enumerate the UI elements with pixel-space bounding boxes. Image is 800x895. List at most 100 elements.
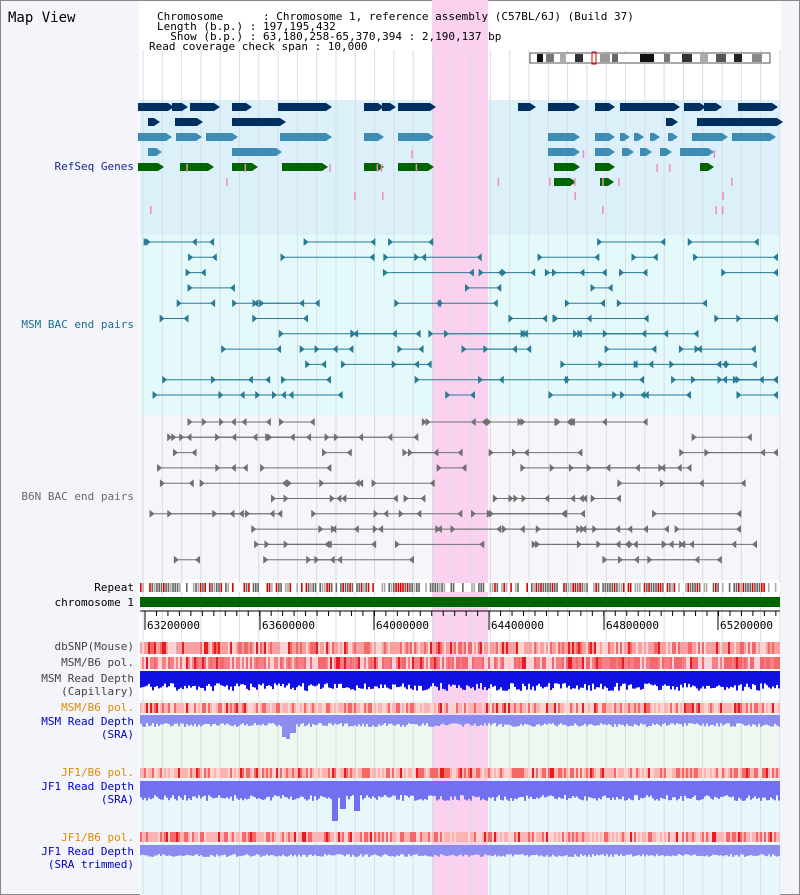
track-label-msm-bac[interactable]: MSM BAC end pairs [21,318,134,331]
heat-cell [170,832,172,842]
heat-cell [510,657,512,669]
heat-cell [562,768,564,778]
depth-bar [386,845,388,855]
depth-bar [308,715,310,724]
track-label-msm-b6-pol-2[interactable]: MSM/B6 pol. [61,701,134,714]
repeat-mark [749,583,752,592]
heat-cell [486,768,488,778]
depth-bar [280,781,282,799]
track-label-chromosome[interactable]: chromosome 1 [54,596,134,609]
track-label-jf1-depth-trim-1[interactable]: JF1 Read Depth [41,845,134,858]
depth-bar [322,781,324,797]
heat-cell [454,657,456,669]
track-label-repeat[interactable]: Repeat [94,581,134,594]
heat-cell [680,832,682,842]
heat-cell [596,703,598,713]
depth-bar [206,671,208,686]
heat-cell [636,703,638,713]
heat-cell [600,832,602,842]
repeat-mark [547,583,549,592]
repeat-mark [698,583,701,592]
depth-bar [170,781,172,798]
track-label-jf1-depth-sra-1[interactable]: JF1 Read Depth [41,780,134,793]
depth-bar [318,671,320,684]
bac-end-marker [265,418,271,426]
heat-cell [202,832,204,842]
depth-bar [584,781,586,797]
depth-bar [182,845,184,856]
bac-end-marker [403,494,409,503]
depth-bar [626,715,628,725]
heat-cell [482,768,484,778]
track-label-dbsnp[interactable]: dbSNP(Mouse) [54,640,134,653]
depth-bar [438,671,440,691]
depth-bar [458,845,460,856]
depth-bar [162,845,164,855]
track-label-msm-depth-capillary-1[interactable]: MSM Read Depth [41,672,134,685]
heat-cell [666,642,668,654]
depth-bar [288,671,290,684]
depth-bar [484,845,486,855]
track-label-b6n-bac[interactable]: B6N BAC end pairs [21,490,134,503]
track-label-refseq[interactable]: RefSeq Genes [54,160,134,173]
heat-cell [312,657,314,669]
track-label-jf1-b6-pol-2[interactable]: JF1/B6 pol. [61,831,134,844]
repeat-mark [510,583,512,592]
bac-end-marker [289,433,295,442]
heat-cell [460,768,462,778]
depth-bar [366,781,368,796]
depth-bar [620,671,622,687]
depth-bar [712,715,714,725]
heat-cell [540,832,542,842]
heat-cell [758,768,760,778]
repeat-mark [758,583,761,592]
depth-bar [540,671,542,687]
heat-cell [342,642,344,654]
heat-cell [612,657,614,669]
heat-cell [240,642,242,654]
heat-cell [462,642,464,654]
heat-cell [306,657,308,669]
track-label-msm-depth-sra-1[interactable]: MSM Read Depth [41,715,134,728]
depth-bar [352,845,354,855]
depth-bar [296,671,298,688]
depth-bar [474,781,476,797]
heat-cell [570,832,572,842]
heat-cell [150,703,152,713]
depth-bar [464,781,466,800]
repeat-mark [639,583,641,592]
heat-cell [776,657,778,669]
depth-bar [542,781,544,796]
bac-end-marker [578,494,584,503]
depth-bar [394,715,396,726]
heat-cell [776,642,778,654]
heat-cell [150,657,152,669]
heat-cell [400,768,402,778]
jf1-depth-sra-track [140,781,780,821]
depth-bar [330,845,332,856]
heat-cell [266,657,268,669]
repeat-mark [202,583,204,592]
depth-bar [392,715,394,725]
heat-cell [596,832,598,842]
depth-bar [208,781,210,796]
heat-cell [172,832,174,842]
depth-bar [436,781,438,801]
heat-cell [766,657,768,669]
track-label-msm-b6-pol[interactable]: MSM/B6 pol. [61,656,134,669]
bac-end-marker [199,479,205,488]
bac-end-marker [577,448,583,457]
depth-bar [202,671,204,689]
heat-cell [414,642,416,654]
heat-cell [482,657,484,669]
heat-cell [246,657,248,669]
heat-cell [452,657,454,669]
heat-cell [408,657,410,669]
track-label-jf1-b6-pol[interactable]: JF1/B6 pol. [61,766,134,779]
depth-bar [346,845,348,855]
heat-cell [306,642,308,654]
heat-cell [756,832,758,842]
heat-cell [350,703,352,713]
heat-cell [140,657,142,669]
